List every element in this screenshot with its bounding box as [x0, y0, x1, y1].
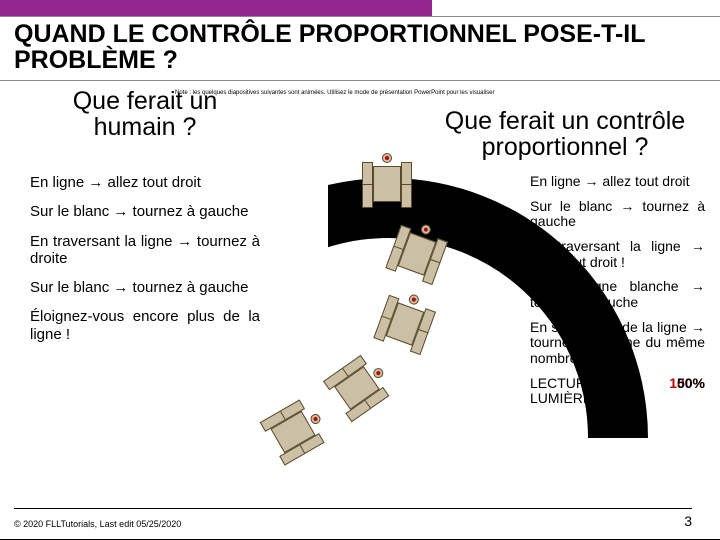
- robot-body: [373, 166, 401, 202]
- list-item: En traversant la ligne → tournez à droit…: [30, 233, 260, 268]
- list-item: Sur le blanc → tournez à gauche: [30, 279, 260, 296]
- list-item: Sur le blanc → tournez à gauche: [30, 203, 260, 220]
- footer-copyright: © 2020 FLLTutorials, Last edit 05/25/202…: [14, 519, 181, 529]
- content-area: Note : les quelques diapositives suivant…: [0, 88, 720, 508]
- robot-sensor-icon: [309, 412, 323, 426]
- accent-bar: [0, 0, 432, 16]
- robot-wheel: [362, 184, 373, 208]
- robot-wheel: [362, 162, 373, 186]
- robot-icon: [258, 397, 328, 466]
- light-reading-value-black: 50%: [677, 376, 705, 392]
- robot-wheel: [401, 184, 412, 208]
- title-zone: QUAND LE CONTRÔLE PROPORTIONNEL POSE-T-I…: [0, 16, 720, 81]
- path-diagram: [248, 158, 528, 478]
- list-item: En ligne → allez tout droit: [530, 174, 705, 190]
- slide: QUAND LE CONTRÔLE PROPORTIONNEL POSE-T-I…: [0, 0, 720, 540]
- list-item: En ligne → allez tout droit: [30, 174, 260, 191]
- subheading-human: Que ferait un humain ?: [30, 88, 260, 141]
- robot-sensor-icon: [382, 153, 392, 163]
- page-title: QUAND LE CONTRÔLE PROPORTIONNEL POSE-T-I…: [14, 21, 706, 74]
- robot-icon: [362, 158, 412, 210]
- page-number: 3: [684, 513, 692, 529]
- footer-divider: [14, 508, 692, 509]
- light-reading-value: 100% 50%: [657, 376, 705, 392]
- robot-wheel: [401, 162, 412, 186]
- subheading-proportional: Que ferait un contrôle proportionnel ?: [440, 108, 690, 161]
- human-steps-list: En ligne → allez tout droit Sur le blanc…: [30, 174, 260, 355]
- list-item: Éloignez-vous encore plus de la ligne !: [30, 308, 260, 343]
- list-item: Sur le blanc → tournez à gauche: [530, 199, 705, 230]
